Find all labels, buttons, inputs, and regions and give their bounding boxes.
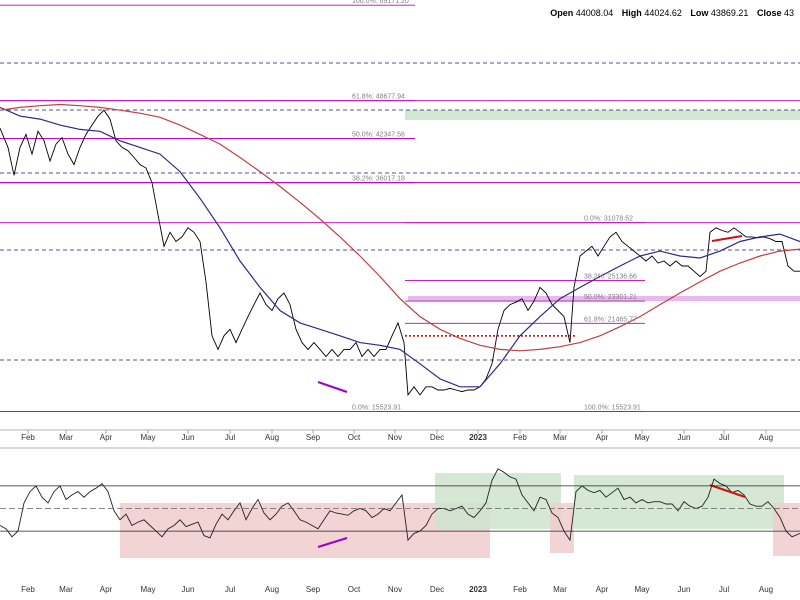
x-tick-label: Jul xyxy=(719,433,729,442)
fib-label: 100.0%: 69171.20 xyxy=(352,0,409,5)
x-tick-label: Feb xyxy=(21,585,35,594)
x-tick-label: Jun xyxy=(182,433,195,442)
x-tick-label: Jun xyxy=(678,585,691,594)
x-tick-label: Mar xyxy=(553,585,567,594)
open-label: Open xyxy=(550,8,574,18)
rsi-bearish-zone xyxy=(120,503,490,558)
rsi-bullish-zone xyxy=(574,475,784,529)
ma200-line xyxy=(0,103,800,352)
price-line xyxy=(0,109,800,397)
annotations-layer xyxy=(317,235,746,548)
x-tick-label: May xyxy=(140,585,155,594)
x-tick-label: Apr xyxy=(100,585,113,594)
fib-label: 38.2%: 36017.18 xyxy=(352,176,405,183)
fib-label: 38.2%: 25136.66 xyxy=(584,273,637,280)
x-tick-label: Aug xyxy=(759,433,773,442)
ma50-line xyxy=(0,106,800,388)
x-tick-label: Dec xyxy=(430,585,444,594)
x-tick-label: May xyxy=(634,433,649,442)
high-value: 44024.62 xyxy=(644,8,682,18)
divergence-trendline xyxy=(317,381,348,393)
x-tick-label: Sep xyxy=(306,585,321,594)
x-tick-label: Jun xyxy=(678,433,691,442)
x-tick-label: Aug xyxy=(759,585,773,594)
x-tick-label: Nov xyxy=(388,585,402,594)
support-band xyxy=(408,296,800,301)
fib-label: 100.0%: 15523.91 xyxy=(584,404,641,411)
resistance-zone xyxy=(405,110,800,120)
x-tick-label: Apr xyxy=(100,433,113,442)
fib-label: 0.0%: 15523.91 xyxy=(352,404,401,411)
divergence-trendline xyxy=(711,235,743,242)
x-tick-label: Oct xyxy=(348,585,361,594)
x-tick-label: Oct xyxy=(348,433,361,442)
open-value: 44008.04 xyxy=(575,8,614,18)
x-tick-label: 2023 xyxy=(469,585,487,594)
rsi-bearish-zone xyxy=(773,503,800,556)
x-tick-label: Apr xyxy=(596,585,609,594)
rsi-bullish-zone xyxy=(435,473,561,529)
low-value: 43869.21 xyxy=(710,8,749,18)
x-tick-label: Feb xyxy=(21,433,35,442)
x-tick-label: Mar xyxy=(59,433,73,442)
axes-layer xyxy=(0,429,800,532)
labels-layer: 100.0%: 69171.20 61.8%: 48677.94 50.0%: 42… xyxy=(21,0,773,594)
ohlc-readout: Open 44008.04 High 44024.62 Low 43869.21… xyxy=(550,8,800,18)
x-tick-label: Jun xyxy=(182,585,195,594)
x-tick-label: Dec xyxy=(430,433,444,442)
low-label: Low xyxy=(690,8,709,18)
fib-label: 61.8%: 21465.77 xyxy=(584,316,637,323)
rsi-line xyxy=(0,468,800,542)
series-layer xyxy=(0,103,800,542)
high-label: High xyxy=(621,8,642,18)
close-label: Close xyxy=(756,8,782,18)
horizontal-lines-layer xyxy=(0,4,800,412)
x-tick-label: Aug xyxy=(265,433,279,442)
x-tick-label: Mar xyxy=(553,433,567,442)
x-tick-label: Feb xyxy=(513,433,527,442)
close-value: 43 xyxy=(783,8,794,18)
x-tick-label: Feb xyxy=(513,585,527,594)
x-tick-label: Jul xyxy=(225,585,235,594)
fib-label: 50.0%: 23301.21 xyxy=(584,294,637,301)
zones-layer xyxy=(120,110,800,558)
x-tick-label: Jul xyxy=(225,433,235,442)
fib-label: 50.0%: 42347.56 xyxy=(352,132,405,139)
x-tick-label: Aug xyxy=(265,585,279,594)
x-tick-label: Nov xyxy=(388,433,402,442)
divergence-trendline xyxy=(317,537,348,548)
fib-label: 61.8%: 48677.94 xyxy=(352,94,405,101)
x-tick-label: May xyxy=(634,585,649,594)
x-tick-label: Mar xyxy=(59,585,73,594)
fib-label: 0.0%: 31078.52 xyxy=(584,216,633,223)
x-tick-label: Apr xyxy=(596,433,609,442)
divergence-trendline xyxy=(709,484,746,498)
x-tick-label: Sep xyxy=(306,433,321,442)
x-tick-label: May xyxy=(140,433,155,442)
rsi-bearish-zone xyxy=(550,503,574,553)
x-tick-label: 2023 xyxy=(469,433,487,442)
x-tick-label: Jul xyxy=(719,585,729,594)
